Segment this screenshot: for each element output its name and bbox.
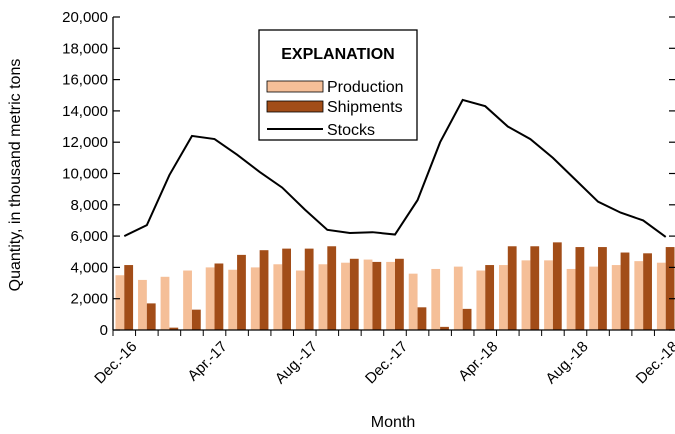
- bar-production: [160, 276, 170, 330]
- x-tick-label: Apr.-17: [184, 338, 230, 384]
- bar-shipments: [372, 261, 382, 330]
- bar-shipments: [485, 265, 495, 330]
- bar-production: [408, 273, 418, 330]
- legend-swatch-shipments: [266, 100, 324, 113]
- bar-production: [611, 265, 621, 330]
- bar-shipments: [620, 252, 630, 330]
- y-tick-label: 10,000: [62, 166, 108, 183]
- bar-shipments: [530, 246, 540, 330]
- line-stocks: [123, 98, 667, 238]
- legend: EXPLANATION Production Shipments Stocks: [258, 29, 418, 141]
- legend-label-production: Production: [327, 79, 404, 96]
- bar-production: [138, 279, 147, 330]
- y-tick-label: 12,000: [62, 134, 108, 151]
- bar-production: [453, 266, 463, 330]
- x-axis-title: Month: [371, 414, 415, 431]
- bar-shipments: [575, 247, 585, 330]
- bar-shipments: [349, 258, 359, 330]
- bar-shipments: [395, 258, 404, 330]
- bar-production: [295, 270, 305, 330]
- bar-shipments: [237, 254, 246, 330]
- x-tick-label: Dec.-18: [633, 338, 675, 387]
- plot-area: [115, 98, 675, 330]
- bar-shipments: [643, 253, 652, 330]
- bar-shipments: [146, 303, 156, 330]
- bar-shipments: [462, 308, 472, 330]
- bar-production: [521, 260, 531, 330]
- legend-label-shipments: Shipments: [327, 99, 403, 116]
- bar-shipments: [282, 248, 291, 330]
- bar-production: [499, 265, 508, 330]
- bar-shipments: [259, 250, 269, 330]
- y-tick-label: 8,000: [70, 197, 108, 214]
- y-tick-label: 0: [100, 322, 108, 339]
- bar-shipments: [304, 248, 314, 330]
- legend-title: EXPLANATION: [281, 46, 394, 63]
- y-tick-label: 16,000: [62, 72, 108, 89]
- bar-production: [250, 267, 260, 330]
- bar-production: [634, 261, 644, 330]
- bar-shipments: [191, 309, 201, 330]
- bar-production: [544, 260, 553, 330]
- y-tick-label: 2,000: [70, 291, 108, 308]
- y-tick-label: 18,000: [62, 40, 108, 57]
- bar-production: [589, 266, 599, 330]
- bar-production: [318, 264, 328, 330]
- bar-production: [476, 270, 486, 330]
- bar-production: [566, 268, 576, 330]
- x-tick-label: Dec.-16: [91, 338, 140, 387]
- y-tick-label: 6,000: [70, 228, 108, 245]
- legend-label-stocks: Stocks: [327, 122, 375, 139]
- y-axis-title: Quantity, in thousand metric tons: [7, 59, 24, 292]
- x-tick-label: Aug.-18: [542, 338, 591, 387]
- bar-shipments: [440, 326, 449, 330]
- bar-shipments: [169, 327, 179, 330]
- bar-production: [341, 262, 350, 330]
- bar-production: [205, 267, 215, 330]
- bar-production: [115, 275, 125, 330]
- bar-production: [363, 259, 373, 330]
- bar-shipments: [214, 263, 224, 330]
- bar-production: [386, 261, 395, 330]
- bar-shipments: [417, 307, 427, 330]
- bar-shipments: [552, 242, 562, 330]
- y-tick-label: 4,000: [70, 259, 108, 276]
- legend-swatch-production: [266, 80, 324, 93]
- bar-shipments: [507, 246, 517, 330]
- y-tick-label: 20,000: [62, 9, 108, 26]
- x-tick-label: Apr.-18: [455, 338, 501, 384]
- bar-production: [183, 270, 192, 330]
- bar-production: [656, 262, 666, 330]
- bar-shipments: [665, 247, 675, 330]
- x-tick-label: Aug.-17: [272, 338, 321, 387]
- bar-shipments: [327, 246, 337, 330]
- x-tick-label: Dec.-17: [362, 338, 411, 387]
- bar-production: [273, 264, 283, 330]
- bar-shipments: [598, 247, 607, 330]
- bar-shipments: [124, 265, 134, 330]
- y-tick-label: 14,000: [62, 103, 108, 120]
- bar-production: [228, 269, 238, 330]
- bar-production: [431, 268, 441, 330]
